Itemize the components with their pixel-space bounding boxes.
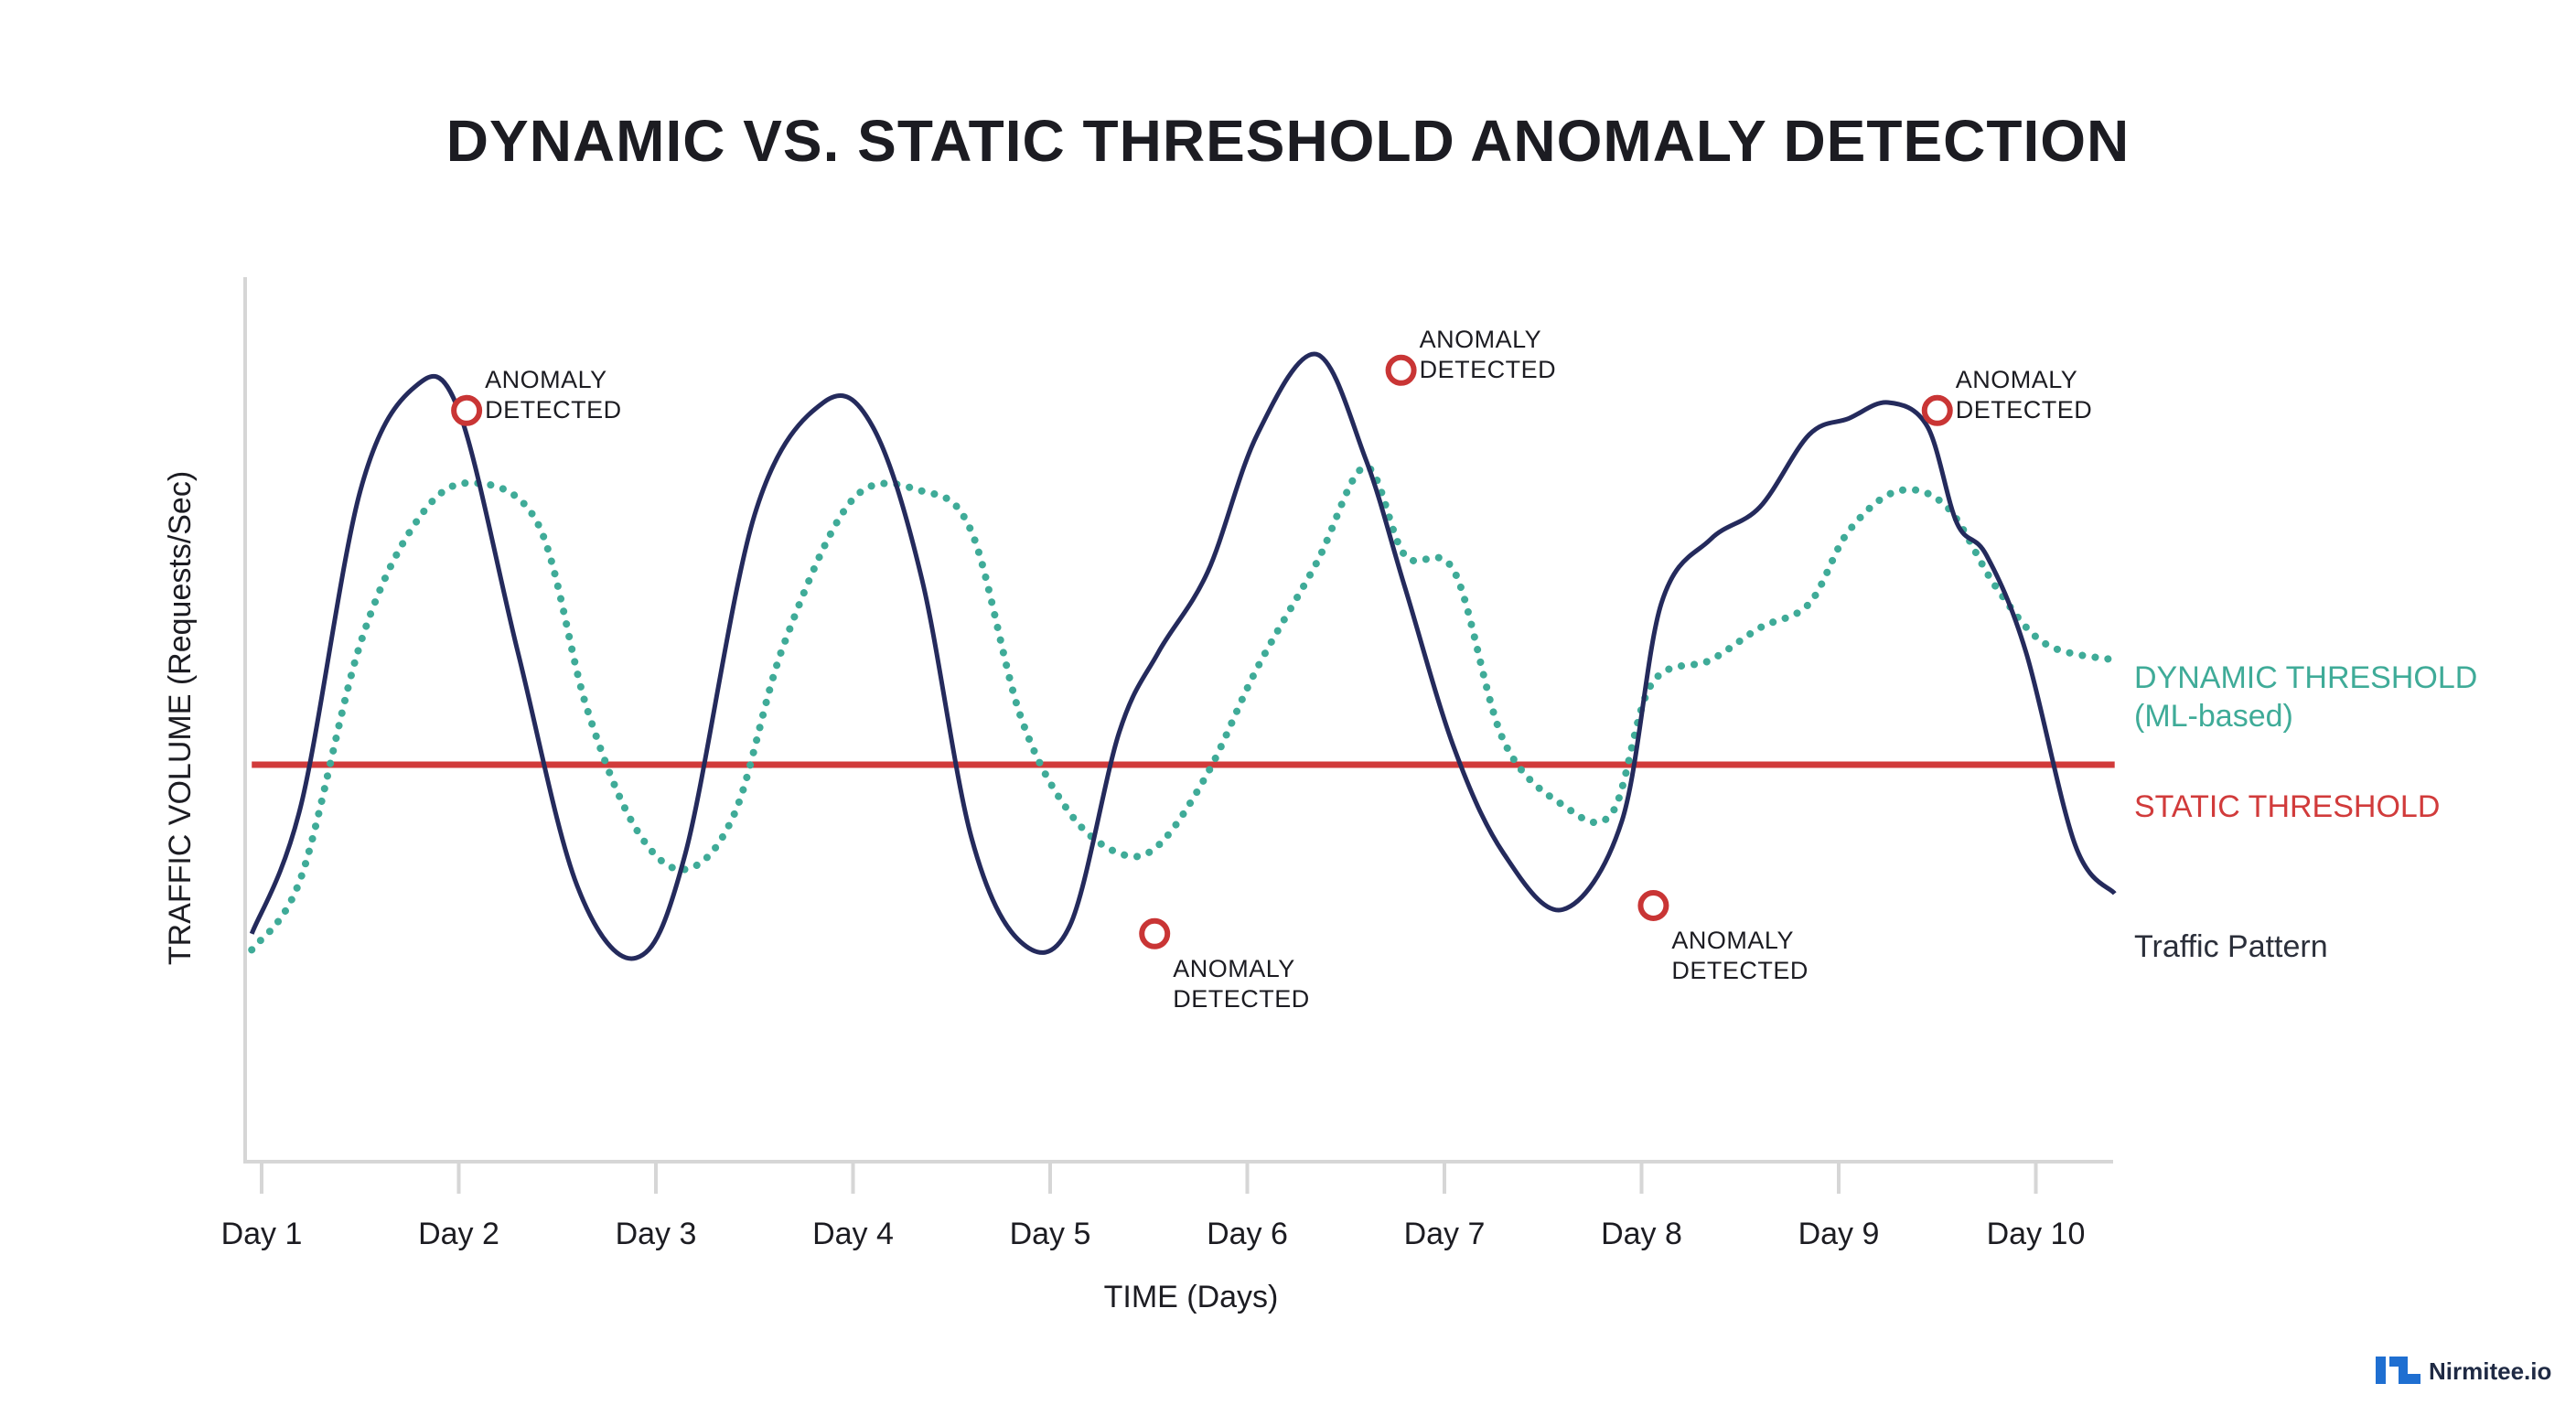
anomaly-marker	[451, 394, 483, 426]
anomaly-label: ANOMALY DETECTED	[1173, 955, 1310, 1013]
x-tick-label: Day 2	[418, 1217, 499, 1251]
anomaly-marker	[1921, 394, 1953, 426]
axes	[243, 277, 2113, 1164]
x-tick-label: Day 4	[812, 1217, 894, 1251]
chart-title: DYNAMIC VS. STATIC THRESHOLD ANOMALY DET…	[446, 108, 2130, 174]
anomaly-label: ANOMALY DETECTED	[1420, 326, 1557, 383]
x-tick-label: Day 5	[1010, 1217, 1091, 1251]
brand-name: Nirmitee.io	[2429, 1357, 2551, 1385]
x-tick-label: Day 8	[1601, 1217, 1682, 1251]
x-tick-label: Day 6	[1207, 1217, 1288, 1251]
legend: DYNAMIC THRESHOLD (ML-based) STATIC THRESH…	[2134, 660, 2477, 964]
x-tick-label: Day 10	[1987, 1217, 2086, 1251]
anomaly-marker	[1385, 354, 1417, 386]
x-ticks: Day 1 Day 2 Day 3 Day 4 Day 5 Day 6 Day 7 Day 8…	[221, 1164, 2086, 1251]
anomaly-marker	[1637, 890, 1669, 921]
legend-entry: DYNAMIC THRESHOLD (ML-based)	[2134, 660, 2477, 734]
x-tick-label: Day 1	[221, 1217, 303, 1251]
x-tick-label: Day 9	[1798, 1217, 1880, 1251]
brand-logo: Nirmitee.io	[2376, 1357, 2551, 1385]
legend-entry: STATIC THRESHOLD	[2134, 789, 2440, 824]
x-axis-title: TIME (Days)	[1104, 1280, 1279, 1314]
annotation-layer: ANOMALY DETECTED ANOMALY DETECTED ANOMALY DET…	[451, 326, 2093, 1013]
anomaly-label: ANOMALY DETECTED	[1671, 927, 1809, 984]
anomaly-label: ANOMALY DETECTED	[485, 366, 622, 424]
traffic-pattern-line	[249, 351, 2117, 961]
legend-entry: Traffic Pattern	[2134, 929, 2328, 964]
x-tick-label: Day 3	[616, 1217, 697, 1251]
y-axis-title: TRAFFIC VOLUME (Requests/Sec)	[163, 471, 198, 965]
anomaly-marker	[1139, 917, 1171, 949]
nirmitee-logo-icon	[2376, 1357, 2420, 1384]
anomaly-label: ANOMALY DETECTED	[1956, 366, 2093, 424]
x-tick-label: Day 7	[1404, 1217, 1486, 1251]
dynamic-threshold-line	[248, 463, 2119, 954]
series-layer	[248, 351, 2119, 961]
